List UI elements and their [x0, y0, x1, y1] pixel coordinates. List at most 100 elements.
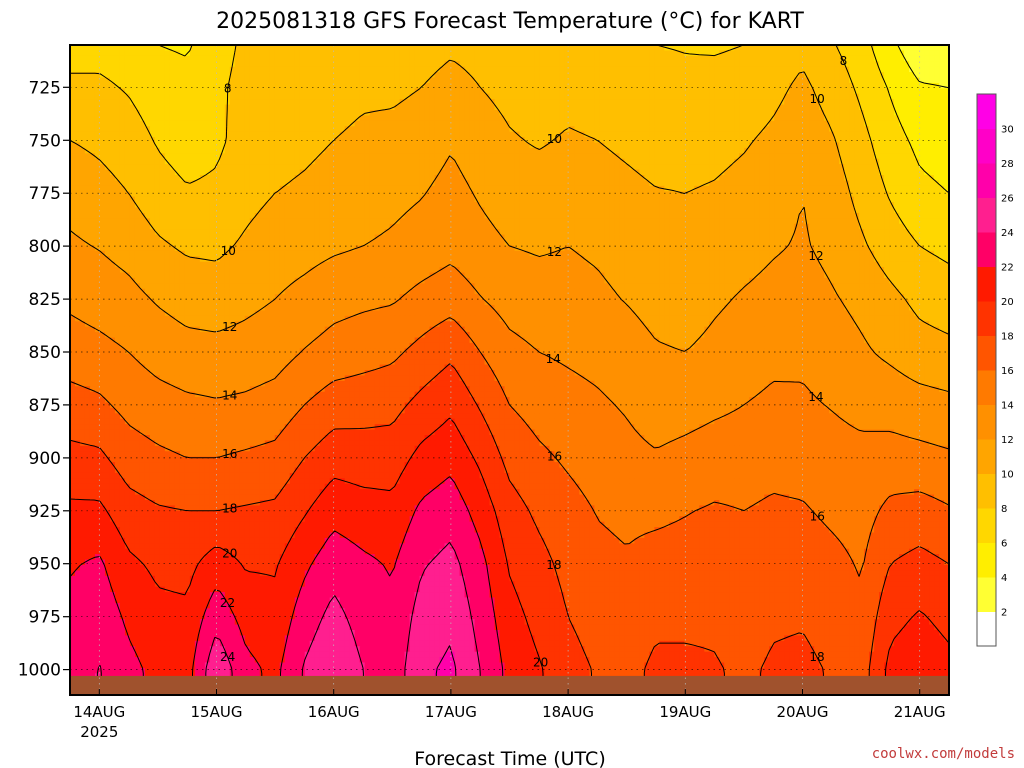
field-cell	[544, 72, 550, 78]
field-cell	[519, 153, 525, 159]
field-cell	[544, 94, 550, 100]
field-cell	[195, 61, 201, 67]
field-cell	[564, 78, 570, 84]
field-cell	[754, 67, 760, 73]
field-cell	[170, 186, 176, 192]
field-cell	[150, 105, 156, 111]
field-cell	[604, 126, 610, 132]
field-cell	[420, 148, 426, 154]
field-cell	[679, 180, 685, 186]
field-cell	[415, 143, 421, 149]
field-cell	[410, 170, 416, 176]
field-cell	[569, 164, 575, 170]
field-cell	[300, 67, 306, 73]
field-cell	[495, 164, 501, 170]
field-cell	[325, 110, 331, 116]
field-cell	[270, 105, 276, 111]
field-cell	[619, 61, 625, 67]
field-cell	[295, 164, 301, 170]
field-cell	[594, 83, 600, 89]
field-cell	[245, 132, 251, 138]
field-cell	[335, 94, 341, 100]
field-cell	[809, 180, 815, 186]
field-cell	[659, 132, 665, 138]
field-cell	[709, 61, 715, 67]
field-cell	[654, 159, 660, 165]
field-cell	[884, 153, 890, 159]
field-cell	[899, 83, 905, 89]
field-cell	[644, 121, 650, 127]
field-cell	[884, 132, 890, 138]
field-cell	[714, 191, 720, 197]
field-cell	[310, 197, 316, 203]
field-cell	[360, 50, 366, 56]
field-cell	[889, 186, 895, 192]
field-cell	[215, 175, 221, 181]
field-cell	[420, 159, 426, 165]
field-cell	[624, 88, 630, 94]
field-cell	[205, 175, 211, 181]
field-cell	[749, 191, 755, 197]
field-cell	[549, 83, 555, 89]
field-cell	[644, 56, 650, 62]
field-cell	[460, 137, 466, 143]
field-cell	[325, 94, 331, 100]
field-cell	[365, 94, 371, 100]
field-cell	[160, 170, 166, 176]
field-cell	[430, 153, 436, 159]
field-cell	[899, 143, 905, 149]
field-cell	[160, 132, 166, 138]
field-cell	[480, 110, 486, 116]
field-cell	[440, 121, 446, 127]
field-cell	[210, 105, 216, 111]
field-cell	[365, 126, 371, 132]
field-cell	[185, 175, 191, 181]
field-cell	[599, 61, 605, 67]
field-cell	[125, 99, 131, 105]
field-cell	[235, 164, 241, 170]
field-cell	[639, 180, 645, 186]
field-cell	[824, 180, 830, 186]
field-cell	[370, 126, 376, 132]
field-cell	[270, 72, 276, 78]
field-cell	[839, 88, 845, 94]
field-cell	[704, 121, 710, 127]
field-cell	[195, 143, 201, 149]
field-cell	[604, 153, 610, 159]
field-cell	[689, 180, 695, 186]
field-cell	[714, 56, 720, 62]
field-cell	[784, 78, 790, 84]
field-cell	[634, 153, 640, 159]
field-cell	[769, 83, 775, 89]
field-cell	[939, 99, 945, 105]
field-cell	[240, 61, 246, 67]
field-cell	[205, 105, 211, 111]
field-cell	[554, 61, 560, 67]
field-cell	[335, 137, 341, 143]
field-cell	[834, 175, 840, 181]
field-cell	[584, 121, 590, 127]
field-cell	[849, 121, 855, 127]
field-cell	[145, 170, 151, 176]
field-cell	[554, 180, 560, 186]
field-cell	[809, 110, 815, 116]
field-cell	[534, 105, 540, 111]
field-cell	[350, 175, 356, 181]
field-cell	[415, 148, 421, 154]
field-cell	[829, 105, 835, 111]
field-cell	[495, 121, 501, 127]
field-cell	[714, 180, 720, 186]
field-cell	[644, 126, 650, 132]
field-cell	[210, 197, 216, 203]
field-cell	[679, 175, 685, 181]
field-cell	[869, 56, 875, 62]
field-cell	[490, 186, 496, 192]
field-cell	[275, 61, 281, 67]
field-cell	[924, 164, 930, 170]
field-cell	[744, 164, 750, 170]
field-cell	[200, 121, 206, 127]
field-cell	[859, 94, 865, 100]
field-cell	[180, 143, 186, 149]
field-cell	[150, 164, 156, 170]
field-cell	[564, 110, 570, 116]
